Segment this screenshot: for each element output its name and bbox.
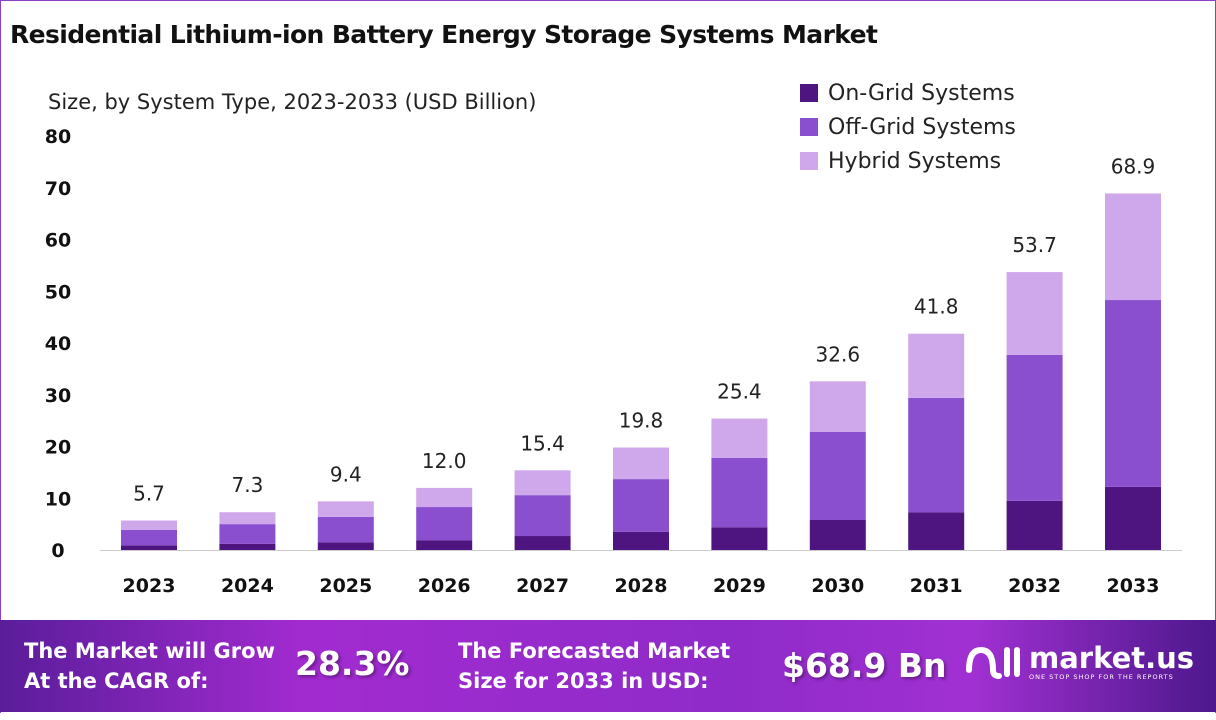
bar-segment-on-grid-systems <box>317 542 374 550</box>
stacked-bar-chart: 010203040506070805.720237.320249.4202512… <box>45 126 1182 597</box>
bar-segment-off-grid-systems <box>711 457 768 528</box>
footer-banner: The Market will Grow At the CAGR of: 28.… <box>0 620 1216 712</box>
x-tick-label: 2023 <box>123 575 176 597</box>
brand-logo: market.us ONE STOP SHOP FOR THE REPORTS <box>965 642 1194 682</box>
legend-item-on-grid: On-Grid Systems <box>800 76 1016 110</box>
total-label: 41.8 <box>914 295 959 319</box>
y-tick-label: 80 <box>45 126 71 148</box>
bar-segment-on-grid-systems <box>711 527 768 550</box>
forecast-label-line1: The Forecasted Market <box>458 639 731 663</box>
bar-segment-hybrid-systems <box>1006 272 1063 355</box>
legend-swatch <box>800 118 818 136</box>
y-tick-label: 40 <box>45 333 71 355</box>
bar-segment-on-grid-systems <box>219 543 276 550</box>
forecast-label: The Forecasted Market Size for 2033 in U… <box>458 636 730 696</box>
bar-segment-on-grid-systems <box>416 540 473 550</box>
forecast-label-line2: Size for 2033 in USD: <box>458 669 709 693</box>
bar-segment-on-grid-systems <box>809 519 866 550</box>
total-label: 32.6 <box>816 342 861 366</box>
y-tick-label: 0 <box>51 540 64 562</box>
legend-item-off-grid: Off-Grid Systems <box>800 110 1016 144</box>
y-tick-label: 60 <box>45 230 71 252</box>
cagr-value: 28.3% <box>295 644 410 683</box>
bar-segment-hybrid-systems <box>416 487 473 508</box>
cagr-label-line2: At the CAGR of: <box>24 669 209 693</box>
bar-segment-hybrid-systems <box>1105 193 1161 301</box>
legend-swatch <box>800 84 818 102</box>
x-tick-label: 2033 <box>1107 575 1160 597</box>
bar-segment-off-grid-systems <box>1105 300 1161 487</box>
bar-segment-on-grid-systems <box>908 512 965 550</box>
legend: On-Grid Systems Off-Grid Systems Hybrid … <box>800 76 1016 178</box>
x-tick-label: 2030 <box>811 575 864 597</box>
cagr-label-line1: The Market will Grow <box>24 639 275 663</box>
bar-segment-on-grid-systems <box>1006 500 1063 550</box>
total-label: 25.4 <box>717 380 762 404</box>
total-label: 5.7 <box>133 482 165 506</box>
y-tick-label: 10 <box>45 488 71 510</box>
bar-segment-off-grid-systems <box>219 524 276 544</box>
bar-segment-off-grid-systems <box>416 507 473 541</box>
bar-segment-on-grid-systems <box>1105 486 1161 550</box>
bar-segment-on-grid-systems <box>514 536 571 550</box>
bar-segment-hybrid-systems <box>514 470 571 496</box>
brand-tagline: ONE STOP SHOP FOR THE REPORTS <box>1029 673 1174 681</box>
cagr-label: The Market will Grow At the CAGR of: <box>24 636 275 696</box>
x-tick-label: 2032 <box>1008 575 1061 597</box>
logo-icon <box>966 646 1020 679</box>
x-tick-label: 2027 <box>516 575 569 597</box>
total-label: 12.0 <box>422 449 467 473</box>
bar-segment-hybrid-systems <box>711 418 768 458</box>
total-label: 68.9 <box>1111 154 1156 178</box>
legend-item-hybrid: Hybrid Systems <box>800 144 1016 178</box>
legend-label: On-Grid Systems <box>828 80 1015 106</box>
bar-segment-hybrid-systems <box>219 512 276 525</box>
total-label: 53.7 <box>1012 233 1057 257</box>
bar-segment-off-grid-systems <box>121 529 177 546</box>
x-tick-label: 2026 <box>418 575 471 597</box>
bar-segment-hybrid-systems <box>317 501 374 517</box>
chart-title: Residential Lithium-ion Battery Energy S… <box>10 20 878 49</box>
bar-segment-hybrid-systems <box>121 520 177 530</box>
forecast-value: $68.9 Bn <box>782 646 947 685</box>
legend-label: Off-Grid Systems <box>828 114 1016 140</box>
chart-subtitle: Size, by System Type, 2023-2033 (USD Bil… <box>48 90 537 114</box>
x-tick-label: 2031 <box>910 575 963 597</box>
total-label: 9.4 <box>330 462 362 486</box>
bar-segment-off-grid-systems <box>514 495 571 537</box>
x-tick-label: 2028 <box>615 575 668 597</box>
x-tick-label: 2029 <box>713 575 766 597</box>
bar-segment-off-grid-systems <box>317 516 374 543</box>
y-tick-label: 20 <box>45 437 71 459</box>
x-tick-label: 2024 <box>221 575 274 597</box>
bar-segment-off-grid-systems <box>1006 354 1063 501</box>
y-tick-label: 30 <box>45 385 71 407</box>
bar-segment-off-grid-systems <box>809 432 866 520</box>
brand-name: market.us <box>1029 641 1195 675</box>
legend-swatch <box>800 152 818 170</box>
bar-segment-hybrid-systems <box>908 333 965 398</box>
total-label: 19.8 <box>619 409 664 433</box>
bar-segment-off-grid-systems <box>908 397 965 513</box>
y-tick-label: 70 <box>45 178 71 200</box>
bar-segment-hybrid-systems <box>809 381 866 433</box>
bar-segment-off-grid-systems <box>613 479 669 532</box>
legend-label: Hybrid Systems <box>828 148 1002 174</box>
bar-segment-on-grid-systems <box>613 531 669 550</box>
x-tick-label: 2025 <box>319 575 372 597</box>
bar-segment-on-grid-systems <box>121 545 177 550</box>
bar-segment-hybrid-systems <box>613 447 669 480</box>
y-tick-label: 50 <box>45 281 71 303</box>
total-label: 15.4 <box>520 431 565 455</box>
total-label: 7.3 <box>231 473 263 497</box>
